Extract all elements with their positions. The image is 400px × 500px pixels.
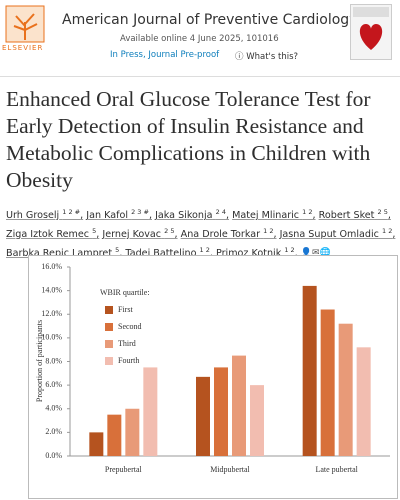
author[interactable]: Jan Kafol 2 3 #: [86, 208, 152, 222]
y-tick-label: 12.0%: [41, 309, 62, 318]
author-affiliation: 2 5: [377, 208, 388, 216]
y-tick-label: 16.0%: [41, 262, 62, 271]
author-name[interactable]: Ana Drole Torkar: [180, 228, 261, 240]
author-name[interactable]: Jan Kafol: [86, 210, 129, 222]
bar: [196, 376, 210, 456]
author-affiliation: 2 4: [215, 208, 226, 216]
author[interactable]: Ziga Iztok Remec 5: [6, 226, 99, 240]
author[interactable]: Jernej Kovac 2 5: [102, 226, 177, 240]
author-name[interactable]: Ziga Iztok Remec: [6, 228, 90, 240]
y-tick-label: 10.0%: [41, 333, 62, 342]
author-name[interactable]: Jaka Sikonja: [155, 210, 213, 222]
legend-swatch: [105, 306, 113, 314]
author-affiliation: 1 2: [284, 245, 295, 254]
author-affiliation: 1 2: [302, 208, 313, 216]
divider: [0, 76, 400, 77]
author-affiliation: 2 3 #: [131, 208, 149, 216]
bar: [320, 309, 335, 456]
author-name[interactable]: Robert Sket: [318, 210, 375, 222]
y-tick-label: 0.0%: [45, 451, 62, 460]
legend-label: First: [118, 305, 133, 314]
author[interactable]: Urh Groselj 1 2 #: [6, 208, 83, 222]
author[interactable]: Primoz Kotnik 1 2: [215, 245, 298, 259]
legend-label: Second: [118, 322, 142, 331]
y-tick-label: 8.0%: [45, 356, 62, 365]
y-tick-label: 2.0%: [45, 427, 62, 436]
status-link[interactable]: In Press, Journal Pre-proof: [110, 50, 220, 60]
x-tick-label: Prepubertal: [105, 465, 143, 474]
author-affiliation: 2 5: [164, 226, 175, 235]
author-affiliation: 5: [92, 226, 97, 235]
legend-label: Fourth: [118, 356, 139, 365]
author-name[interactable]: Primoz Kotnik: [215, 247, 282, 259]
publisher-name: ELSEVIER: [2, 44, 44, 52]
bar: [302, 285, 317, 456]
author-name[interactable]: Urh Groselj: [6, 210, 60, 222]
bar: [338, 323, 353, 456]
bar: [143, 367, 158, 456]
availability: Available online 4 June 2025, 101016: [120, 34, 279, 44]
author[interactable]: Ana Drole Torkar 1 2: [180, 226, 277, 240]
journal-name[interactable]: American Journal of Preventive Cardiolog…: [62, 12, 358, 28]
author-affiliation: 1 2 #: [62, 208, 81, 216]
author-name[interactable]: Jasna Suput Omladic: [279, 228, 379, 240]
y-tick-label: 14.0%: [41, 285, 62, 294]
author[interactable]: Tadej Battelino 1 2: [125, 245, 213, 259]
y-axis-label: Proportion of participants: [35, 320, 44, 402]
bar: [89, 432, 104, 456]
article-title: Enhanced Oral Glucose Tolerance Test for…: [6, 87, 371, 192]
author-name[interactable]: Matej Mlinaric: [232, 210, 300, 222]
author[interactable]: Robert Sket 2 5: [318, 208, 391, 222]
author-list: Urh Groselj 1 2 # Jan Kafol 2 3 # Jaka S…: [6, 205, 398, 262]
author-affiliation: 1 2: [263, 226, 274, 235]
author-icons[interactable]: 👤✉🌐: [300, 248, 331, 259]
bar: [107, 414, 122, 456]
bar: [250, 385, 264, 456]
author[interactable]: Jasna Suput Omladic 1 2: [279, 226, 396, 240]
author-name[interactable]: Jernej Kovac: [102, 228, 162, 240]
y-tick-label: 6.0%: [45, 380, 62, 389]
x-tick-label: Late pubertal: [315, 465, 358, 474]
help-text[interactable]: What's this?: [246, 52, 299, 62]
help-link[interactable]: ⓘ What's this?: [235, 52, 299, 62]
legend-swatch: [105, 357, 113, 365]
author-name[interactable]: Tadej Battelino: [125, 247, 197, 259]
legend-title: WBIR quartile:: [100, 288, 150, 297]
chart: Proportion of participants WBIR quartile…: [28, 255, 398, 499]
bar: [232, 355, 246, 456]
bar: [214, 367, 228, 456]
publisher-logo: [5, 5, 45, 43]
chart-frame: [28, 255, 398, 499]
x-tick-label: Midpubertal: [210, 465, 250, 474]
author[interactable]: Barbka Repic Lampret 5: [6, 245, 122, 259]
legend-swatch: [105, 340, 113, 348]
legend-label: Third: [118, 339, 136, 348]
cover-image[interactable]: [350, 4, 392, 60]
author[interactable]: Matej Mlinaric 1 2: [232, 208, 315, 222]
bar: [125, 408, 140, 456]
author-affiliation: 1 2: [199, 245, 210, 254]
y-tick-label: 4.0%: [45, 404, 62, 413]
bar: [356, 347, 371, 456]
author[interactable]: Jaka Sikonja 2 4: [155, 208, 229, 222]
author-name[interactable]: Barbka Repic Lampret: [6, 247, 113, 259]
author-affiliation: 1 2: [382, 226, 393, 235]
legend-swatch: [105, 323, 113, 331]
author-affiliation: 5: [115, 245, 120, 254]
